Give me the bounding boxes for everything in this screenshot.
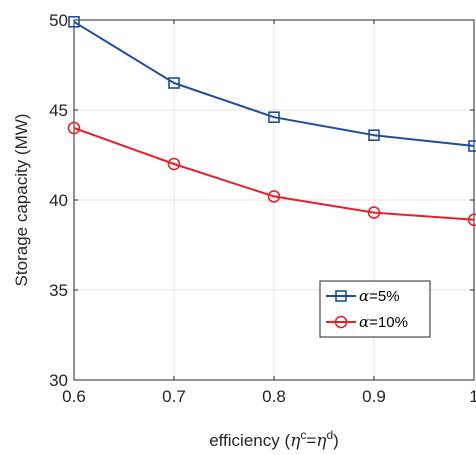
y-axis-label: Storage capacity (MW) — [12, 114, 31, 287]
x-tick-label: 0.8 — [262, 387, 286, 406]
x-axis-label-prefix: efficiency ( — [209, 431, 290, 450]
legend: α=5%α=10% — [320, 281, 430, 337]
x-tick-label: 1 — [469, 387, 476, 406]
series-1 — [69, 17, 476, 151]
series-group — [69, 17, 476, 226]
legend-value: =5% — [369, 288, 399, 305]
y-tick-label: 50 — [49, 11, 68, 30]
y-tick-label: 30 — [49, 371, 68, 390]
legend-alpha: α — [359, 313, 369, 331]
legend-label: α=10% — [359, 313, 408, 331]
x-axis-label-sup-d: d — [326, 428, 333, 442]
y-tick-label: 40 — [49, 191, 68, 210]
y-tick-label: 45 — [49, 101, 68, 120]
y-tick-label: 35 — [49, 281, 68, 300]
legend-label: α=5% — [359, 287, 400, 305]
series-2 — [69, 123, 476, 226]
legend-alpha: α — [359, 287, 369, 305]
x-axis-label: efficiency (ηc=ηd) — [209, 428, 339, 451]
x-axis-label-equals: = — [306, 431, 316, 450]
x-tick-label: 0.9 — [362, 387, 386, 406]
legend-value: =10% — [369, 314, 408, 331]
x-axis-label-suffix: ) — [333, 431, 339, 450]
x-tick-label: 0.7 — [162, 387, 186, 406]
